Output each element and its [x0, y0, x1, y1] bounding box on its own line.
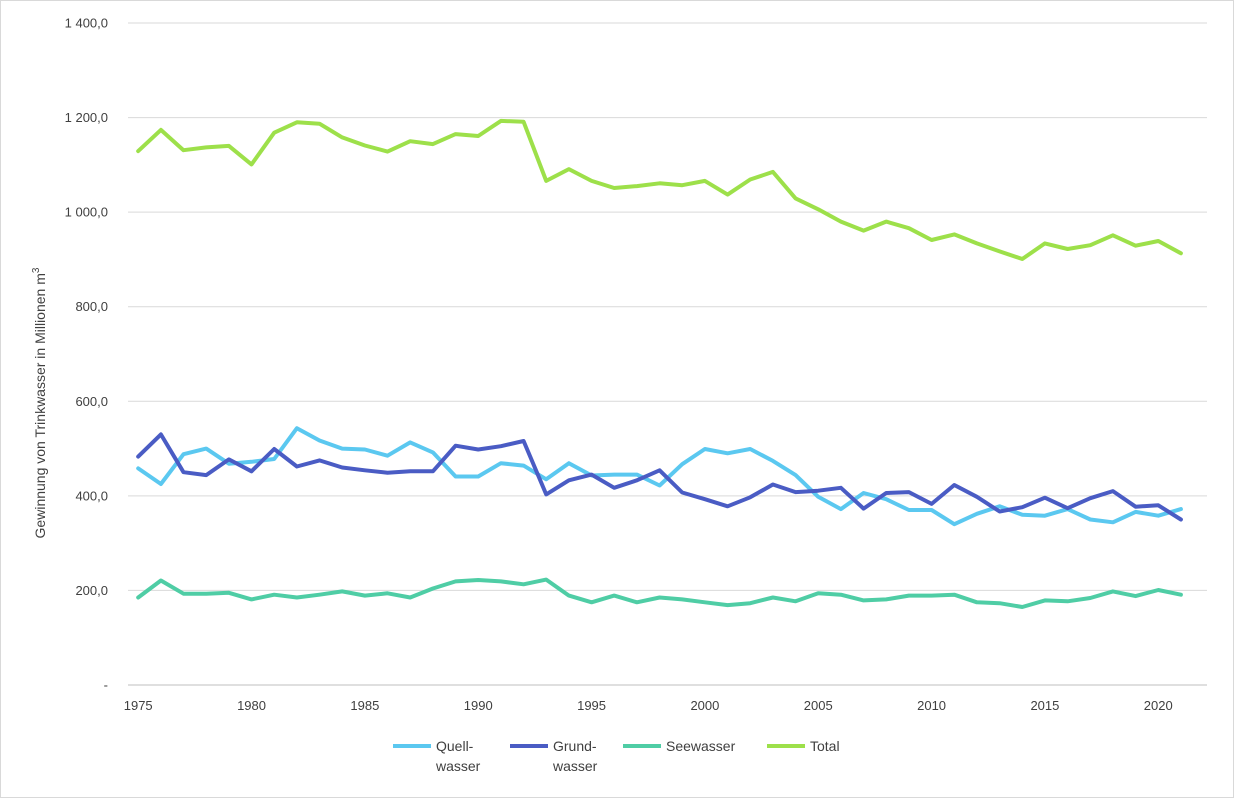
- y-tick-label: 200,0: [75, 583, 108, 598]
- y-tick-label: 800,0: [75, 299, 108, 314]
- legend-label: wasser: [435, 758, 481, 774]
- legend-label: Total: [810, 738, 840, 754]
- x-tick-label: 2000: [690, 698, 719, 713]
- series-line-0: [136, 426, 1183, 527]
- y-tick-label: 1 200,0: [65, 110, 108, 125]
- legend-label: wasser: [552, 758, 598, 774]
- legend-item-1: Grund-wasser: [510, 738, 598, 774]
- y-tick-label: 600,0: [75, 394, 108, 409]
- y-tick-label: 1 400,0: [65, 16, 108, 31]
- x-tick-label: 1980: [237, 698, 266, 713]
- y-tick-label: 1 000,0: [65, 205, 108, 220]
- x-tick-label: 1975: [124, 698, 153, 713]
- series-line-2: [136, 577, 1183, 609]
- y-axis-ticks: - 200,0 400,0 600,0 800,0 1 000,0 1 200,0 1 400…: [65, 16, 108, 693]
- legend-item-2: Seewasser: [623, 738, 736, 754]
- legend-label: Grund-: [553, 738, 597, 754]
- x-tick-label: 2005: [804, 698, 833, 713]
- x-tick-label: 2020: [1144, 698, 1173, 713]
- legend-item-3: Total: [767, 738, 840, 754]
- x-tick-label: 2010: [917, 698, 946, 713]
- series-lines: [136, 118, 1183, 609]
- legend-item-0: Quell-wasser: [393, 738, 481, 774]
- gridlines: [128, 22, 1207, 591]
- series-line-3: [136, 118, 1183, 261]
- series-line-1: [136, 432, 1183, 522]
- x-axis-ticks: 1975 1980 1985 1990 1995 2000 2005 2010 2015 2020: [124, 698, 1173, 713]
- x-tick-label: 1985: [350, 698, 379, 713]
- y-tick-label: 400,0: [75, 488, 108, 503]
- y-axis-label: Gewinnung von Trinkwasser in Millionen m…: [31, 267, 48, 538]
- y-tick-label: -: [104, 678, 108, 693]
- legend-label: Quell-: [436, 738, 474, 754]
- x-tick-label: 2015: [1030, 698, 1059, 713]
- x-tick-label: 1995: [577, 698, 606, 713]
- legend-label: Seewasser: [666, 738, 736, 754]
- x-tick-label: 1990: [464, 698, 493, 713]
